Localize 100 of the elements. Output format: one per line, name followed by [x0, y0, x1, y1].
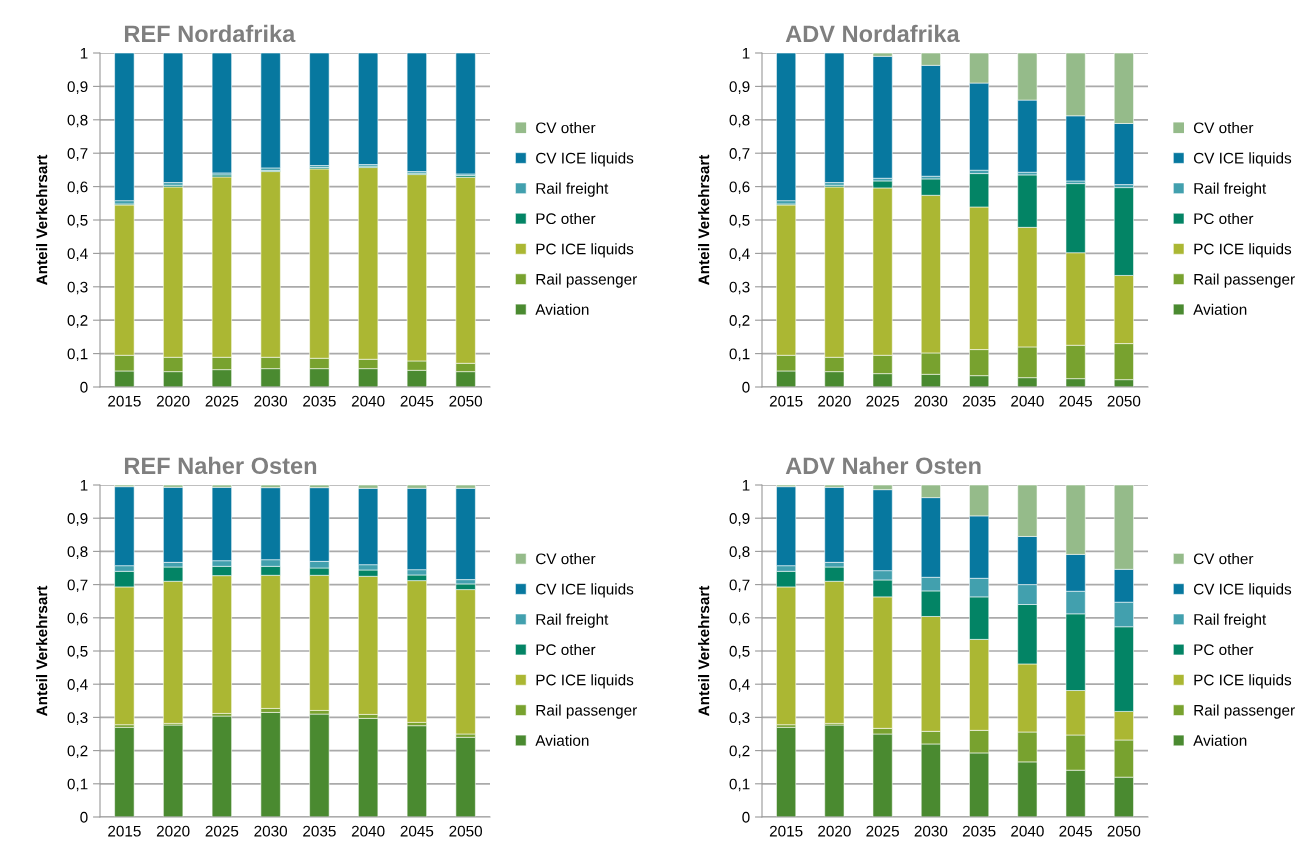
y-tick-label: 0,6	[67, 612, 88, 626]
y-tick-label: 0,6	[729, 612, 750, 626]
y-tick-label: 0,8	[729, 114, 750, 128]
y-tick-label: 0,6	[729, 181, 750, 195]
y-tick-label: 1	[742, 480, 750, 491]
x-tick-label: 2025	[866, 825, 899, 837]
x-tick-label: 2040	[1011, 825, 1044, 837]
y-tick-label: 0	[80, 381, 88, 393]
y-tick-label: 0,5	[67, 214, 88, 228]
legend-label: CV other	[1193, 553, 1254, 565]
legend-label: PC ICE liquids	[1194, 674, 1292, 689]
legend-label: Rail passenger	[1194, 704, 1295, 719]
y-tick-label: 0,3	[67, 281, 88, 295]
chart-title: REF Naher Osten	[124, 456, 317, 475]
x-tick-label: 2020	[156, 825, 190, 837]
y-tick-label: 0,5	[67, 645, 88, 659]
legend-label: CV other	[536, 553, 596, 565]
x-tick-label: 2020	[818, 825, 851, 837]
y-tick-label: 0,8	[729, 546, 750, 559]
x-tick-label: 2045	[400, 825, 434, 837]
legend-label: Aviation	[1193, 303, 1247, 315]
y-tick-label: 0,9	[67, 81, 88, 94]
y-tick-label: 0,7	[67, 579, 88, 593]
x-tick-label: 2035	[962, 825, 996, 837]
x-tick-label: 2030	[914, 825, 948, 837]
y-tick-label: 0,5	[729, 214, 750, 228]
x-tick-label: 2030	[254, 825, 288, 837]
y-tick-label: 0,2	[67, 315, 88, 328]
y-tick-label: 0,4	[67, 679, 88, 692]
x-tick-label: 2030	[254, 395, 288, 407]
x-tick-label: 2015	[108, 825, 141, 837]
x-tick-label: 2015	[769, 825, 803, 837]
y-tick-label: 1	[80, 480, 88, 491]
legend-label: CV ICE liquids	[1193, 583, 1292, 598]
y-axis-title: Anteil Verkehrsart	[698, 154, 710, 285]
legend-label: PC other	[536, 643, 596, 656]
y-tick-label: 0,7	[729, 148, 750, 161]
legend-label: PC ICE liquids	[536, 674, 634, 689]
y-axis-title: Anteil Verkehrsart	[36, 154, 48, 285]
legend-label: Rail passenger	[1194, 273, 1295, 288]
x-tick-label: 2015	[769, 395, 803, 407]
x-tick-label: 2040	[351, 825, 385, 837]
x-tick-label: 2035	[303, 825, 336, 837]
x-tick-label: 2035	[962, 395, 996, 407]
x-tick-label: 2045	[1059, 825, 1092, 837]
y-tick-label: 0,2	[67, 745, 88, 759]
y-tick-label: 0,1	[67, 348, 88, 362]
y-tick-label: 0,9	[729, 513, 750, 526]
x-tick-label: 2050	[449, 825, 483, 837]
x-tick-label: 2030	[914, 395, 948, 407]
y-tick-label: 0	[80, 811, 88, 823]
x-tick-label: 2025	[866, 395, 899, 407]
y-tick-label: 0,4	[67, 248, 88, 261]
legend-label: CV other	[1193, 122, 1254, 134]
y-tick-label: 0,2	[729, 315, 750, 328]
legend-label: CV ICE liquids	[1193, 152, 1292, 167]
legend-label: PC ICE liquids	[1194, 243, 1292, 258]
y-tick-label: 0,3	[729, 281, 750, 295]
y-tick-label: 1	[742, 48, 750, 59]
legend-label: Rail freight	[536, 182, 609, 197]
x-tick-label: 2025	[205, 395, 239, 407]
x-tick-label: 2040	[351, 395, 385, 407]
y-tick-label: 0,5	[729, 645, 750, 659]
y-tick-label: 0,6	[67, 181, 88, 195]
legend-label: Rail freight	[536, 613, 609, 628]
x-tick-label: 2045	[400, 395, 434, 407]
y-tick-label: 0,1	[67, 778, 88, 792]
legend-label: CV other	[536, 122, 596, 134]
y-tick-label: 0,3	[729, 712, 750, 725]
y-tick-label: 0,2	[729, 745, 750, 759]
legend-label: Aviation	[535, 734, 589, 746]
chart-title: REF Nordafrika	[124, 24, 296, 43]
legend-label: Aviation	[1193, 734, 1247, 746]
y-tick-label: 0	[742, 811, 750, 823]
legend-label: PC other	[1194, 212, 1254, 225]
x-tick-label: 2020	[156, 395, 190, 407]
y-tick-label: 1	[80, 48, 88, 59]
x-tick-label: 2025	[205, 825, 239, 837]
legend-label: CV ICE liquids	[536, 152, 634, 167]
legend-label: CV ICE liquids	[536, 583, 634, 598]
y-tick-label: 0,8	[67, 546, 88, 559]
x-tick-label: 2045	[1059, 395, 1092, 407]
legend-label: Rail passenger	[536, 273, 637, 288]
y-tick-label: 0,1	[729, 348, 750, 362]
y-tick-label: 0,4	[729, 248, 750, 261]
y-tick-label: 0,7	[729, 579, 750, 593]
y-tick-label: 0	[742, 381, 750, 393]
y-tick-label: 0,1	[729, 778, 750, 792]
x-tick-label: 2020	[818, 395, 851, 407]
x-tick-label: 2035	[303, 395, 336, 407]
legend-label: Rail freight	[1194, 182, 1267, 197]
legend-label: PC other	[536, 212, 596, 225]
y-tick-label: 0,9	[729, 81, 750, 94]
x-tick-label: 2050	[1107, 395, 1141, 407]
x-tick-label: 2040	[1011, 395, 1044, 407]
legend-label: Aviation	[535, 303, 589, 315]
legend-label: Rail passenger	[536, 704, 637, 719]
x-tick-label: 2050	[449, 395, 483, 407]
legend-label: PC ICE liquids	[536, 243, 634, 258]
y-axis-title: Anteil Verkehrsart	[698, 585, 710, 716]
